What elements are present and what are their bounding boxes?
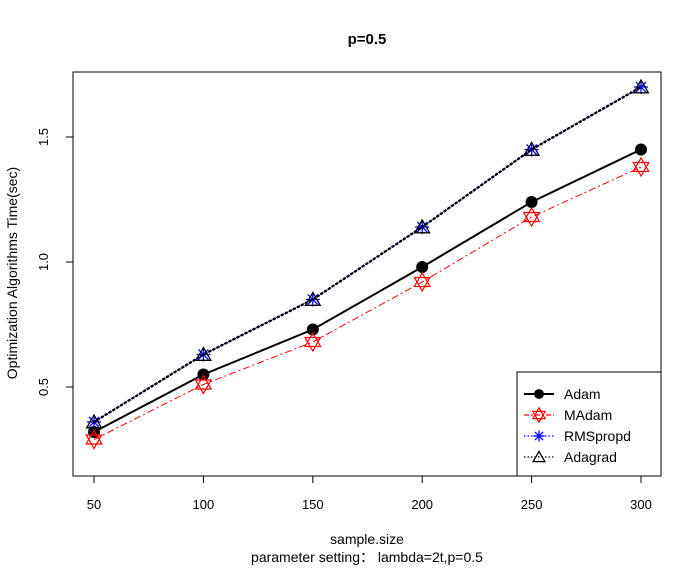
data-point <box>194 346 212 361</box>
data-point <box>632 78 650 94</box>
data-point <box>413 218 431 234</box>
y-tick-label: 1.0 <box>36 253 51 271</box>
legend-entry: MAdam <box>524 406 612 424</box>
legend-entry: Adagrad <box>524 449 617 465</box>
x-tick-label: 50 <box>87 497 101 512</box>
series-layer <box>85 78 650 450</box>
x-axis-label: sample.size <box>330 531 404 547</box>
data-point <box>416 261 429 273</box>
y-axis-label: Optimization Algorithms Time(sec) <box>4 167 20 379</box>
legend-box <box>516 371 662 477</box>
legend-entry: Adam <box>524 386 601 402</box>
data-point <box>85 429 103 450</box>
legend-label: RMSpropd <box>564 428 631 444</box>
data-point <box>531 450 547 463</box>
x-tick-label: 200 <box>411 497 433 512</box>
data-point <box>303 331 322 353</box>
data-point <box>413 271 432 293</box>
y-tick-label: 1.5 <box>36 128 51 146</box>
series-adam <box>88 143 647 438</box>
data-point <box>524 142 539 157</box>
data-point <box>306 323 319 336</box>
data-point <box>632 156 650 178</box>
x-tick-label: 250 <box>521 497 543 512</box>
legend-label: MAdam <box>564 407 612 423</box>
data-point <box>523 141 541 156</box>
data-point <box>194 374 213 395</box>
data-point <box>525 196 538 208</box>
data-point <box>304 291 322 306</box>
chart-title: p=0.5 <box>348 31 387 48</box>
x-tick-label: 100 <box>193 497 215 512</box>
legend-label: Adagrad <box>564 449 617 465</box>
x-tick-label: 300 <box>630 497 652 512</box>
series-line <box>93 148 642 433</box>
series-line <box>93 166 642 440</box>
x-tick-label: 150 <box>302 497 324 512</box>
series-madam <box>85 156 650 450</box>
data-point <box>534 389 544 399</box>
series-line <box>92 85 643 424</box>
data-point <box>531 406 547 424</box>
data-point <box>533 430 545 442</box>
data-point <box>635 143 647 156</box>
y-tick-label: 0.5 <box>36 378 51 396</box>
data-point <box>634 80 648 94</box>
legend-label: Adam <box>564 386 601 402</box>
legend: Adam MAdam RMSpropd Adagrad <box>516 371 662 477</box>
series-adagrad <box>85 78 650 429</box>
data-point <box>522 206 541 228</box>
data-point <box>85 413 103 429</box>
chart-subtitle: parameter setting： lambda=2t,p=0.5 <box>251 549 483 565</box>
legend-entry: RMSpropd <box>524 428 631 444</box>
